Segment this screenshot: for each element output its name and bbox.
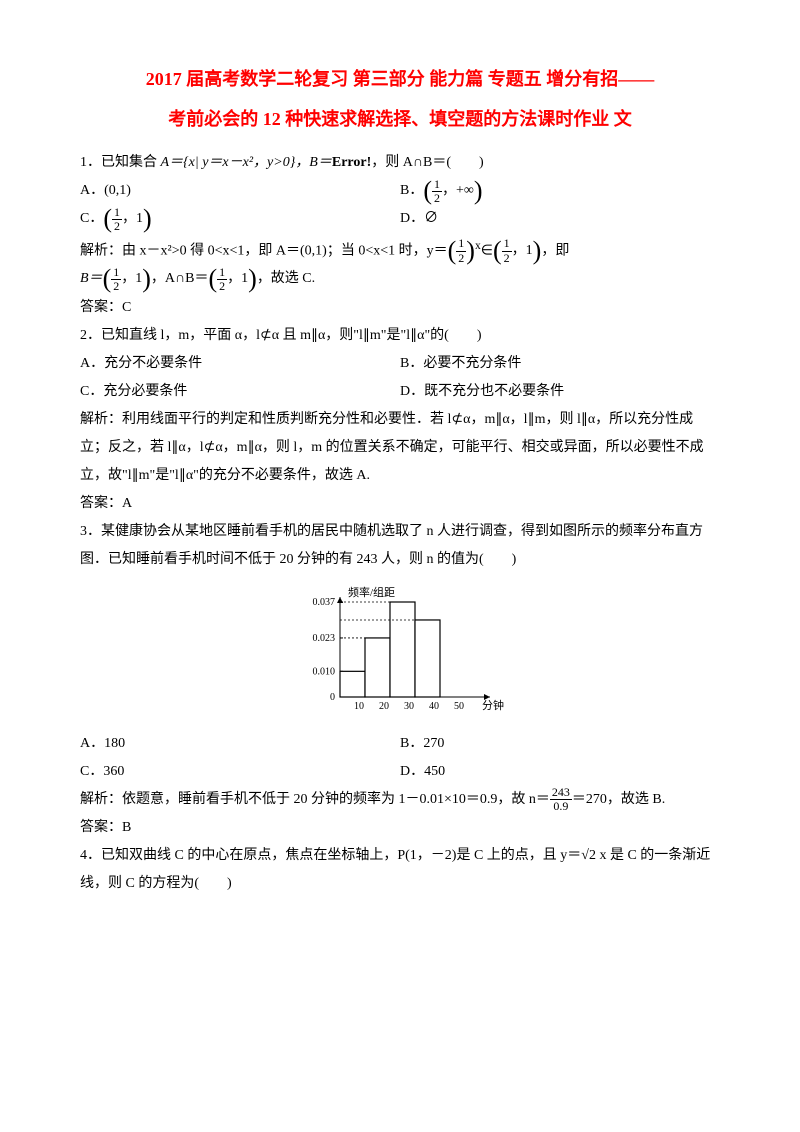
- q2-options: A．充分不必要条件 B．必要不充分条件 C．充分必要条件 D．既不充分也不必要条…: [80, 350, 720, 406]
- svg-text:20: 20: [379, 701, 389, 712]
- q3-sol-1: 解析：依题意，睡前看手机不低于 20 分钟的频率为 1－0.01×10＝0.9，…: [80, 792, 550, 807]
- q3-answer: 答案：B: [80, 814, 720, 842]
- svg-text:0.010: 0.010: [313, 666, 336, 677]
- svg-text:分钟: 分钟: [482, 698, 504, 712]
- svg-text:30: 30: [404, 701, 414, 712]
- q4-stem: 4．已知双曲线 C 的中心在原点，焦点在坐标轴上，P(1，－2)是 C 上的点，…: [80, 842, 720, 898]
- q3-frac-num: 243: [550, 786, 572, 800]
- q2-opt-b: B．必要不充分条件: [400, 350, 720, 378]
- q2-opt-c: C．充分必要条件: [80, 378, 400, 406]
- q1-opt-d: D．∅: [400, 205, 720, 233]
- q3-opt-a: A．180: [80, 730, 400, 758]
- q1-stem-suf: ，则 A∩B＝( ): [371, 155, 483, 170]
- q1-sol-6: ，故选 C.: [257, 272, 315, 287]
- svg-text:40: 40: [429, 701, 439, 712]
- svg-text:0: 0: [330, 692, 335, 703]
- q1-sol-2: ∈: [481, 243, 493, 258]
- q1-sol-4: B＝: [80, 272, 103, 287]
- q1-sol-1: 解析：由 x－x²>0 得 0<x<1，即 A＝(0,1)；当 0<x<1 时，…: [80, 243, 448, 258]
- q3-opt-d: D．450: [400, 758, 720, 786]
- q1-solution: 解析：由 x－x²>0 得 0<x<1，即 A＝(0,1)；当 0<x<1 时，…: [80, 234, 720, 266]
- q3-opt-b: B．270: [400, 730, 720, 758]
- svg-text:0.037: 0.037: [313, 597, 336, 608]
- q1-sol-5: ，A∩B＝: [151, 272, 209, 287]
- q1-stem-pre: 1．已知集合: [80, 155, 161, 170]
- q1-answer: 答案：C: [80, 294, 720, 322]
- svg-text:10: 10: [354, 701, 364, 712]
- q3-solution: 解析：依题意，睡前看手机不低于 20 分钟的频率为 1－0.01×10＝0.9，…: [80, 786, 720, 814]
- doc-title: 2017 届高考数学二轮复习 第三部分 能力篇 专题五 增分有招—— 考前必会的…: [80, 60, 720, 139]
- title-line-2: 考前必会的 12 种快速求解选择、填空题的方法课时作业 文: [80, 100, 720, 140]
- q3-stem: 3．某健康协会从某地区睡前看手机的居民中随机选取了 n 人进行调查，得到如图所示…: [80, 518, 720, 574]
- q2-answer: 答案：A: [80, 490, 720, 518]
- q2-opt-a: A．充分不必要条件: [80, 350, 400, 378]
- q1-opt-c-pre: C．: [80, 212, 103, 227]
- q3-sol-2: ＝270，故选 B.: [572, 792, 665, 807]
- q1-opt-b: B．(12，+∞): [400, 177, 720, 205]
- q3-options: A．180 B．270 C．360 D．450: [80, 730, 720, 786]
- svg-text:频率/组距: 频率/组距: [348, 585, 395, 599]
- q2-solution: 解析：利用线面平行的判定和性质判断充分性和必要性．若 l⊄α，m∥α，l∥m，则…: [80, 406, 720, 490]
- q1-options: A．(0,1) B．(12，+∞) C．(12，1) D．∅: [80, 177, 720, 233]
- q1-opt-c: C．(12，1): [80, 205, 400, 233]
- q1-error: Error!: [332, 155, 371, 170]
- q3-frac-den: 0.9: [550, 800, 572, 813]
- q1-opt-b-pre: B．: [400, 183, 423, 198]
- q1-stem: 1．已知集合 A＝{x| y＝x－x²，y>0}，B＝Error!，则 A∩B＝…: [80, 149, 720, 177]
- q1-opt-a: A．(0,1): [80, 177, 400, 205]
- document-body: 1．已知集合 A＝{x| y＝x－x²，y>0}，B＝Error!，则 A∩B＝…: [80, 149, 720, 897]
- q2-stem: 2．已知直线 l，m，平面 α，l⊄α 且 m∥α，则"l∥m"是"l∥α"的(…: [80, 322, 720, 350]
- title-line-1: 2017 届高考数学二轮复习 第三部分 能力篇 专题五 增分有招——: [80, 60, 720, 100]
- q1-sol-3: ，即: [541, 243, 569, 258]
- svg-text:0.023: 0.023: [313, 632, 336, 643]
- q1-solution-2: B＝(12，1)，A∩B＝(12，1)，故选 C.: [80, 265, 720, 293]
- q1-opt-b-suf: ，+∞: [442, 177, 474, 205]
- q3-opt-c: C．360: [80, 758, 400, 786]
- q3-histogram: 0.010 0.023 0.037 0 10 20 30 40 50 分钟 频率/组距: [290, 582, 510, 722]
- q1-opt-c-suf: ，1: [122, 205, 143, 233]
- q2-opt-d: D．既不充分也不必要条件: [400, 378, 720, 406]
- q1-set-def: A＝{x| y＝x－x²，y>0}，B＝: [161, 155, 332, 170]
- svg-text:50: 50: [454, 701, 464, 712]
